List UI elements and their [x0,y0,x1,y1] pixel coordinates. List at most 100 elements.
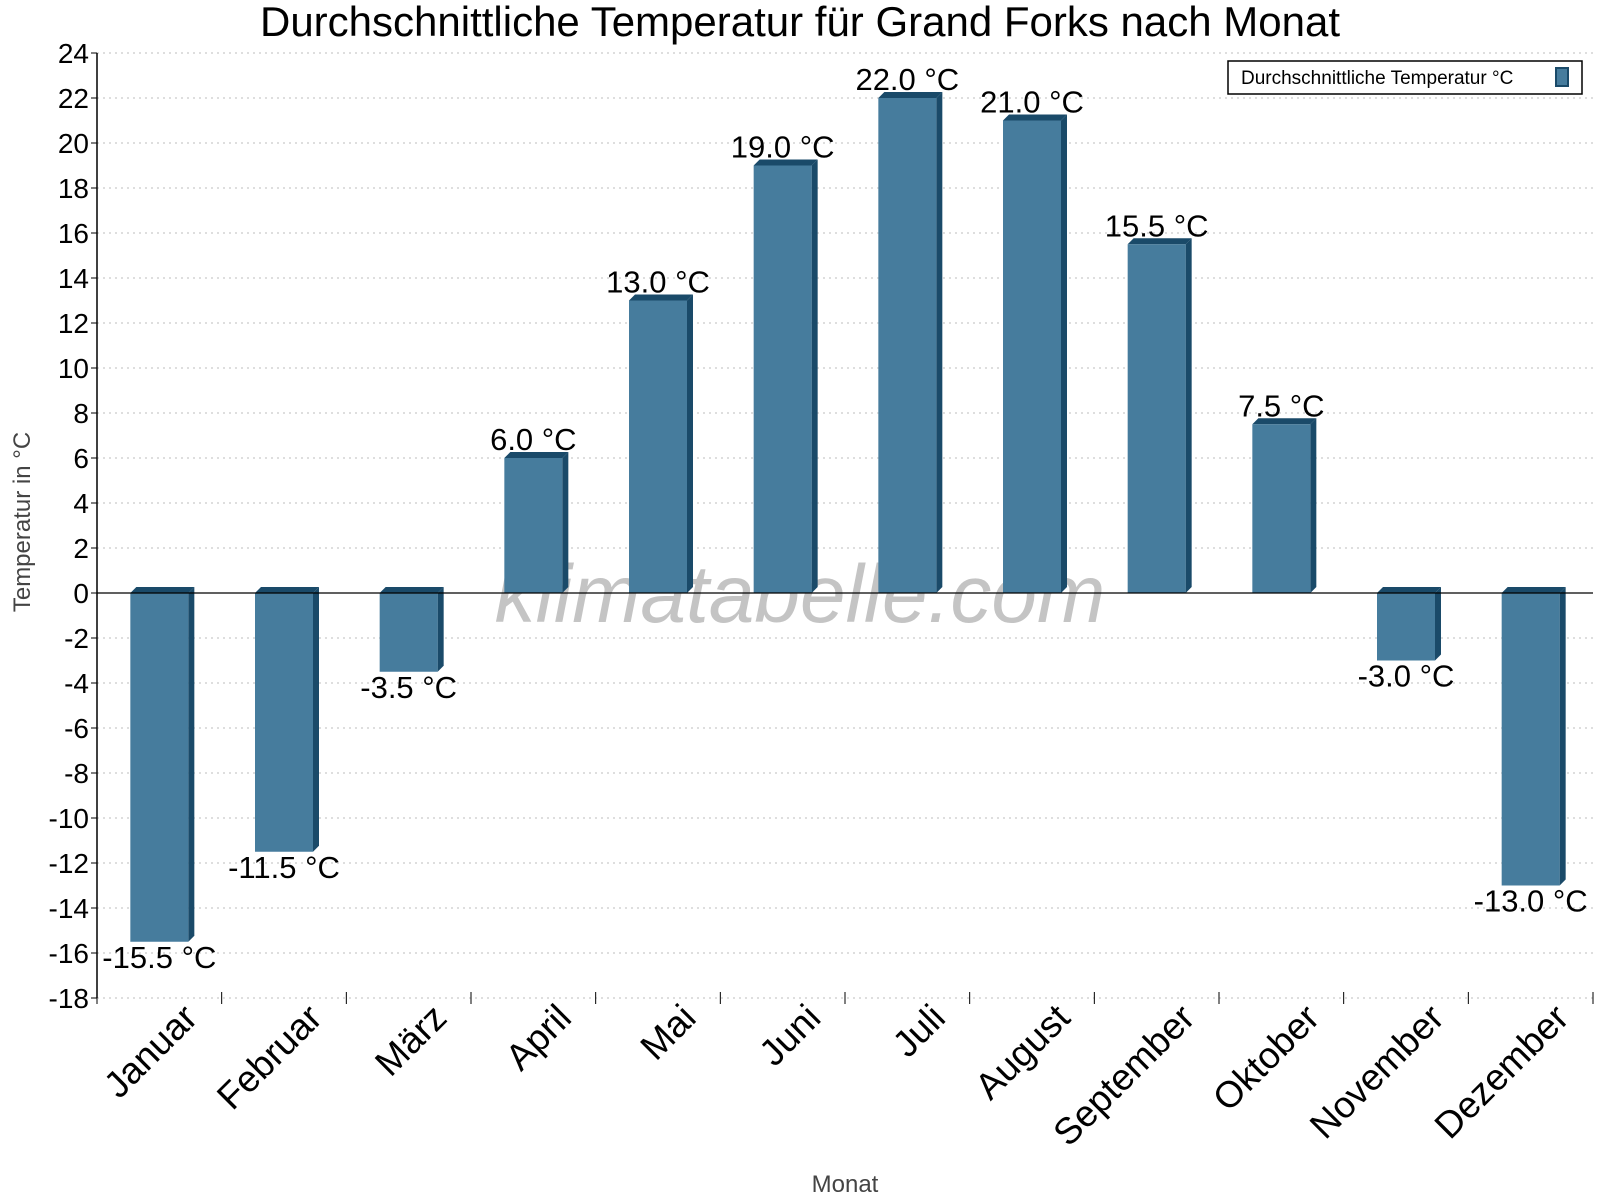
bar-face [1127,244,1186,593]
y-tick-label: 10 [58,353,89,384]
bar-face [878,98,937,593]
x-tick-label: November [1302,997,1452,1147]
y-tick-label: 14 [58,263,89,294]
x-tick-label: Juni [751,997,828,1074]
y-tick-label: -10 [49,803,89,834]
y-tick-label: 22 [58,83,89,114]
bar-series [130,92,1566,942]
x-tick-label: Februar [209,997,330,1118]
bar-side [1185,238,1192,593]
y-tick-label: 12 [58,308,89,339]
bar-face [255,593,313,852]
y-tick-label: 0 [73,578,89,609]
bar-top [1501,587,1566,593]
bar [753,159,818,593]
bar-top [130,587,195,593]
x-tick-label: Januar [96,997,205,1106]
bar-side [437,587,444,672]
bar [629,294,693,593]
bar-face [629,300,687,593]
y-tick-label: 8 [73,398,89,429]
bar-side [188,587,195,942]
axes [96,53,1593,998]
bar-face [753,165,812,593]
x-axis-ticks: Januar Februar März April Mai Juni Juli AugustS… [96,992,1594,1154]
legend-label: Durchschnittliche Temperatur °C [1241,68,1513,89]
y-tick-label: -4 [64,668,89,699]
x-tick-label: Juli [885,997,953,1065]
data-label: 21.0 °C [980,85,1084,120]
data-label: 6.0 °C [490,422,577,457]
bar [1127,238,1192,593]
y-tick-label: -8 [64,758,89,789]
y-tick-label: 24 [58,38,89,69]
bar [379,587,444,672]
data-label: 15.5 °C [1105,208,1209,243]
legend-swatch [1555,67,1569,87]
bar-top [504,452,569,458]
bar [1377,587,1441,661]
bar [878,92,943,593]
data-label: -15.5 °C [102,940,216,975]
data-label: 22.0 °C [855,62,959,97]
y-tick-label: -12 [49,848,89,879]
x-tick-label: Dezember [1427,997,1577,1147]
bar-face [130,593,189,942]
bar [504,452,569,593]
y-tick-label: -14 [49,893,89,924]
y-tick-label: 20 [58,128,89,159]
data-labels: -15.5 °C -11.5 °C -3.5 °C 6.0 °C 13.0 °C 19.0… [102,62,1587,975]
bar-side [687,294,693,593]
bar-side [936,92,943,593]
legend: Durchschnittliche Temperatur °C [1227,60,1583,95]
bar [1501,587,1566,886]
y-tick-label: 16 [58,218,89,249]
x-tick-label: Mai [633,997,704,1068]
y-tick-label: -16 [49,938,89,969]
bar-side [1310,418,1317,593]
y-tick-label: 6 [73,443,89,474]
bar [255,587,319,852]
data-label: -3.0 °C [1358,659,1455,694]
bar-top [379,587,444,593]
x-axis-label: Monat [812,1171,879,1198]
y-axis-ticks: 242220181614121086420-2-4-6-8-10-12-14-1… [49,38,97,1014]
bar-face [504,458,563,593]
chart-title: Durchschnittliche Temperatur für Grand F… [260,0,1340,45]
bar-top [1377,587,1441,593]
x-tick-label: August [967,996,1078,1107]
bar-top [1003,114,1067,121]
data-label: 13.0 °C [606,265,710,300]
y-tick-label: -18 [49,983,89,1014]
data-label: -13.0 °C [1474,884,1588,919]
y-tick-label: 2 [73,533,89,564]
bar-top [255,587,319,593]
data-label: 7.5 °C [1238,388,1325,423]
bar-top [1252,418,1317,425]
bar-face [379,593,438,672]
bar-side [1435,587,1441,661]
bar-top [1127,238,1192,245]
bar-top [629,294,693,301]
data-label: -11.5 °C [228,850,340,885]
bar-side [562,452,569,593]
y-tick-label: -6 [64,713,89,744]
y-tick-label: 18 [58,173,89,204]
data-label: 19.0 °C [731,130,835,165]
bar-face [1252,424,1311,593]
bar-side [1061,114,1067,593]
x-tick-label: April [498,997,579,1078]
bar-face [1501,593,1560,886]
data-label: -3.5 °C [360,670,457,705]
bar-top [878,92,943,98]
y-axis-label: Temperatur in °C [9,432,36,612]
bar [130,587,195,942]
bar [1252,418,1317,593]
bar-side [313,587,319,852]
x-tick-label: Oktober [1205,997,1327,1119]
bar [1003,114,1067,593]
bar-top [753,159,818,166]
y-tick-label: -2 [64,623,89,654]
bar-face [1377,593,1435,661]
